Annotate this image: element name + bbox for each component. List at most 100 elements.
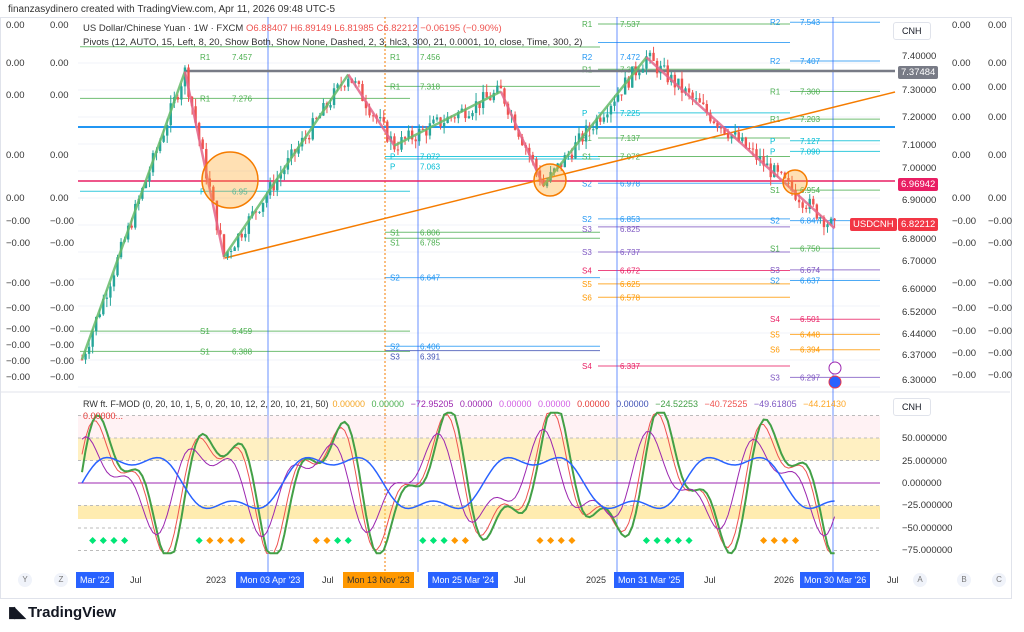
pivot-label: S1 (200, 327, 210, 336)
candle-body (442, 122, 446, 127)
candle-body (144, 181, 148, 189)
time-axis-circle-button[interactable]: B (957, 573, 971, 587)
price-axis-tick: 6.80000 (902, 234, 937, 245)
indicator-axis-tick: 0.000000 (902, 478, 942, 489)
time-axis-circle-button[interactable]: Y (18, 573, 32, 587)
time-axis-circle-button[interactable]: A (913, 573, 927, 587)
candle-body (691, 92, 694, 99)
pivot-value: 7.456 (420, 53, 441, 62)
pivot-label: S2 (770, 276, 780, 285)
candle-body (616, 94, 620, 102)
price-currency-label[interactable]: CNH (893, 22, 931, 40)
candle-body (808, 198, 811, 209)
candle-body (638, 72, 641, 76)
signal-diamond (89, 536, 97, 545)
candle-body (545, 181, 549, 187)
candle-body (116, 257, 119, 276)
candle-body (716, 123, 719, 128)
symbol-legend[interactable]: US Dollar/Chinese Yuan · 1W · FXCM O6.88… (83, 23, 502, 34)
pivot-value: 7.203 (800, 115, 821, 124)
oscillator-blue (81, 456, 835, 510)
candle-body (496, 85, 499, 93)
left-scale-value: −0.00 (6, 216, 31, 227)
candle-body (829, 218, 833, 225)
pivot-value: 6.853 (620, 215, 641, 224)
pivot-value: 7.407 (800, 57, 821, 66)
time-axis-label: Jul (322, 575, 334, 585)
signal-diamond (419, 536, 427, 545)
time-axis-circle-button[interactable]: C (992, 573, 1006, 587)
tradingview-logo[interactable]: ▮◣ TradingView (8, 603, 116, 621)
candle-body (357, 81, 361, 84)
indicator-legend[interactable]: RW ft. F-MOD (0, 20, 10, 1, 5, 0, 20, 10… (83, 398, 873, 422)
candle-body (109, 286, 112, 298)
candle-body (428, 123, 432, 136)
left-scale-value: 0.00 (6, 90, 25, 101)
pivot-value: 7.127 (800, 137, 821, 146)
candle-body (343, 86, 346, 88)
right-scale-value: 0.00 (952, 112, 971, 123)
signal-diamond (195, 536, 203, 545)
candle-body (311, 118, 314, 140)
indicator-currency-label[interactable]: CNH (893, 398, 931, 416)
indicator-name: RW ft. F-MOD (0, 20, 10, 1, 5, 0, 20, 10… (83, 399, 329, 409)
right-scale-value: 0.00 (988, 58, 1007, 69)
price-axis-tick: 6.52000 (902, 307, 937, 318)
candle-body (162, 135, 165, 142)
price-axis-tick: 7.30000 (902, 85, 937, 96)
time-axis-circle-button[interactable]: Z (54, 573, 68, 587)
pivot-label: S1 (770, 244, 780, 253)
candle-body (237, 233, 240, 248)
candle-body (368, 108, 371, 116)
price-axis-tick: 7.10000 (902, 140, 937, 151)
pivot-label: S2 (582, 215, 592, 224)
pivot-label: S1 (390, 228, 400, 237)
pivot-label: S3 (582, 225, 592, 234)
candle-body (382, 117, 385, 122)
right-scale-value: −0.00 (988, 216, 1013, 227)
candle-body (354, 81, 357, 83)
right-scale-value: −0.00 (988, 348, 1013, 359)
pivot-label: R1 (770, 88, 781, 97)
pivot-label: S3 (770, 373, 780, 382)
left-scale-value: −0.00 (6, 324, 31, 335)
candle-body (773, 165, 776, 178)
right-scale-value: 0.00 (952, 20, 971, 31)
pivot-value: 6.806 (420, 228, 441, 237)
time-axis-highlight: Mon 03 Apr '23 (236, 572, 305, 588)
candle-body (687, 88, 691, 93)
candle-body (336, 84, 339, 89)
price-axis-tick: 6.37000 (902, 350, 937, 361)
pivot-label: S3 (582, 248, 592, 257)
candle-body (197, 122, 201, 140)
left-scale-value: −0.00 (50, 340, 75, 351)
right-scale-value: 0.00 (988, 112, 1007, 123)
signal-diamond (653, 536, 661, 545)
indicator-value: 0.00000 (371, 399, 405, 409)
right-scale-value: 0.00 (952, 193, 971, 204)
pivot-label: S6 (582, 293, 592, 302)
pivot-value: 6.750 (800, 244, 821, 253)
candle-body (290, 149, 293, 159)
candle-body (499, 85, 503, 89)
left-scale-value: 0.00 (6, 150, 25, 161)
candle-body (222, 234, 226, 257)
candle-body (215, 200, 219, 231)
pivot-value: 6.672 (620, 266, 641, 275)
right-scale-value: −0.00 (988, 370, 1013, 381)
pivot-value: 6.674 (800, 266, 821, 275)
candle-body (627, 77, 630, 88)
candle-body (765, 163, 769, 166)
candle-body (464, 108, 467, 119)
zigzag-segment (499, 90, 545, 187)
time-axis-highlight: Mon 30 Mar '26 (800, 572, 871, 588)
pivot-value: 7.063 (420, 162, 441, 171)
pivot-label: R2 (770, 57, 781, 66)
candle-body (386, 121, 389, 142)
candle-body (780, 171, 783, 173)
pivot-label: P (200, 187, 205, 196)
pivot-value: 6.954 (800, 186, 821, 195)
pivots-legend[interactable]: Pivots (12, AUTO, 15, Left, 8, 20, Show … (83, 37, 583, 48)
indicator-value: −49.61805 (753, 399, 797, 409)
